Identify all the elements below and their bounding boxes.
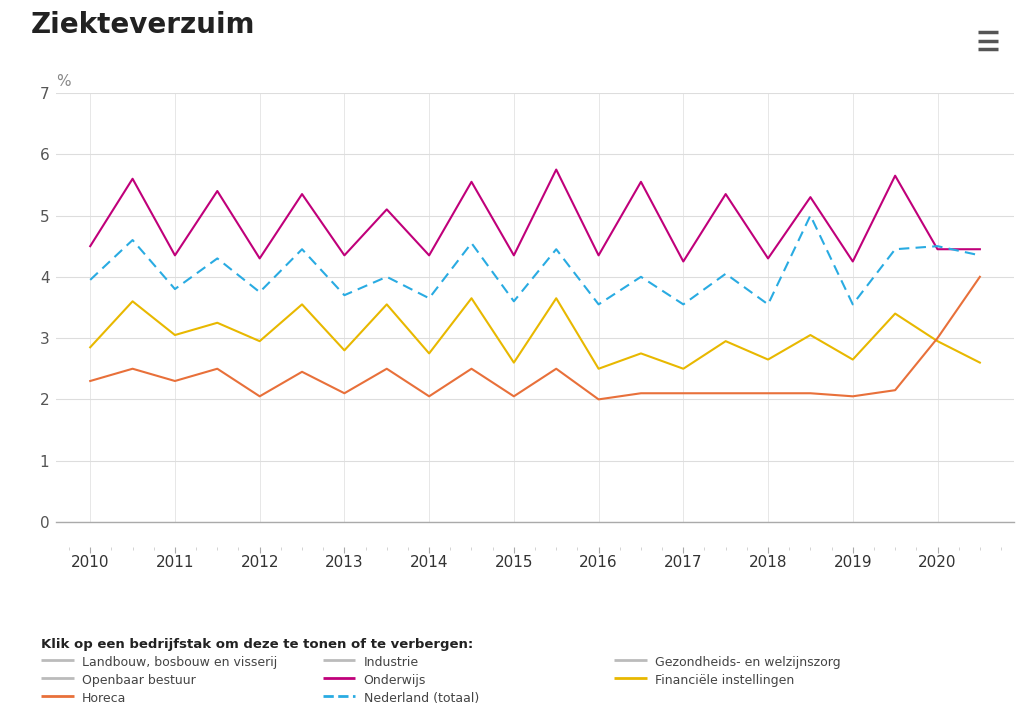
Text: Financiële instellingen: Financiële instellingen [655,674,795,687]
Text: Industrie: Industrie [364,656,419,669]
Text: Nederland (totaal): Nederland (totaal) [364,692,479,705]
Text: Openbaar bestuur: Openbaar bestuur [82,674,196,687]
Text: Onderwijs: Onderwijs [364,674,426,687]
Text: Klik op een bedrijfstak om deze te tonen of te verbergen:: Klik op een bedrijfstak om deze te tonen… [41,638,473,651]
Text: Ziekteverzuim: Ziekteverzuim [31,11,255,39]
Text: Landbouw, bosbouw en visserij: Landbouw, bosbouw en visserij [82,656,278,669]
Text: Horeca: Horeca [82,692,126,705]
Text: %: % [56,74,71,89]
Text: Gezondheids- en welzijnszorg: Gezondheids- en welzijnszorg [655,656,841,669]
